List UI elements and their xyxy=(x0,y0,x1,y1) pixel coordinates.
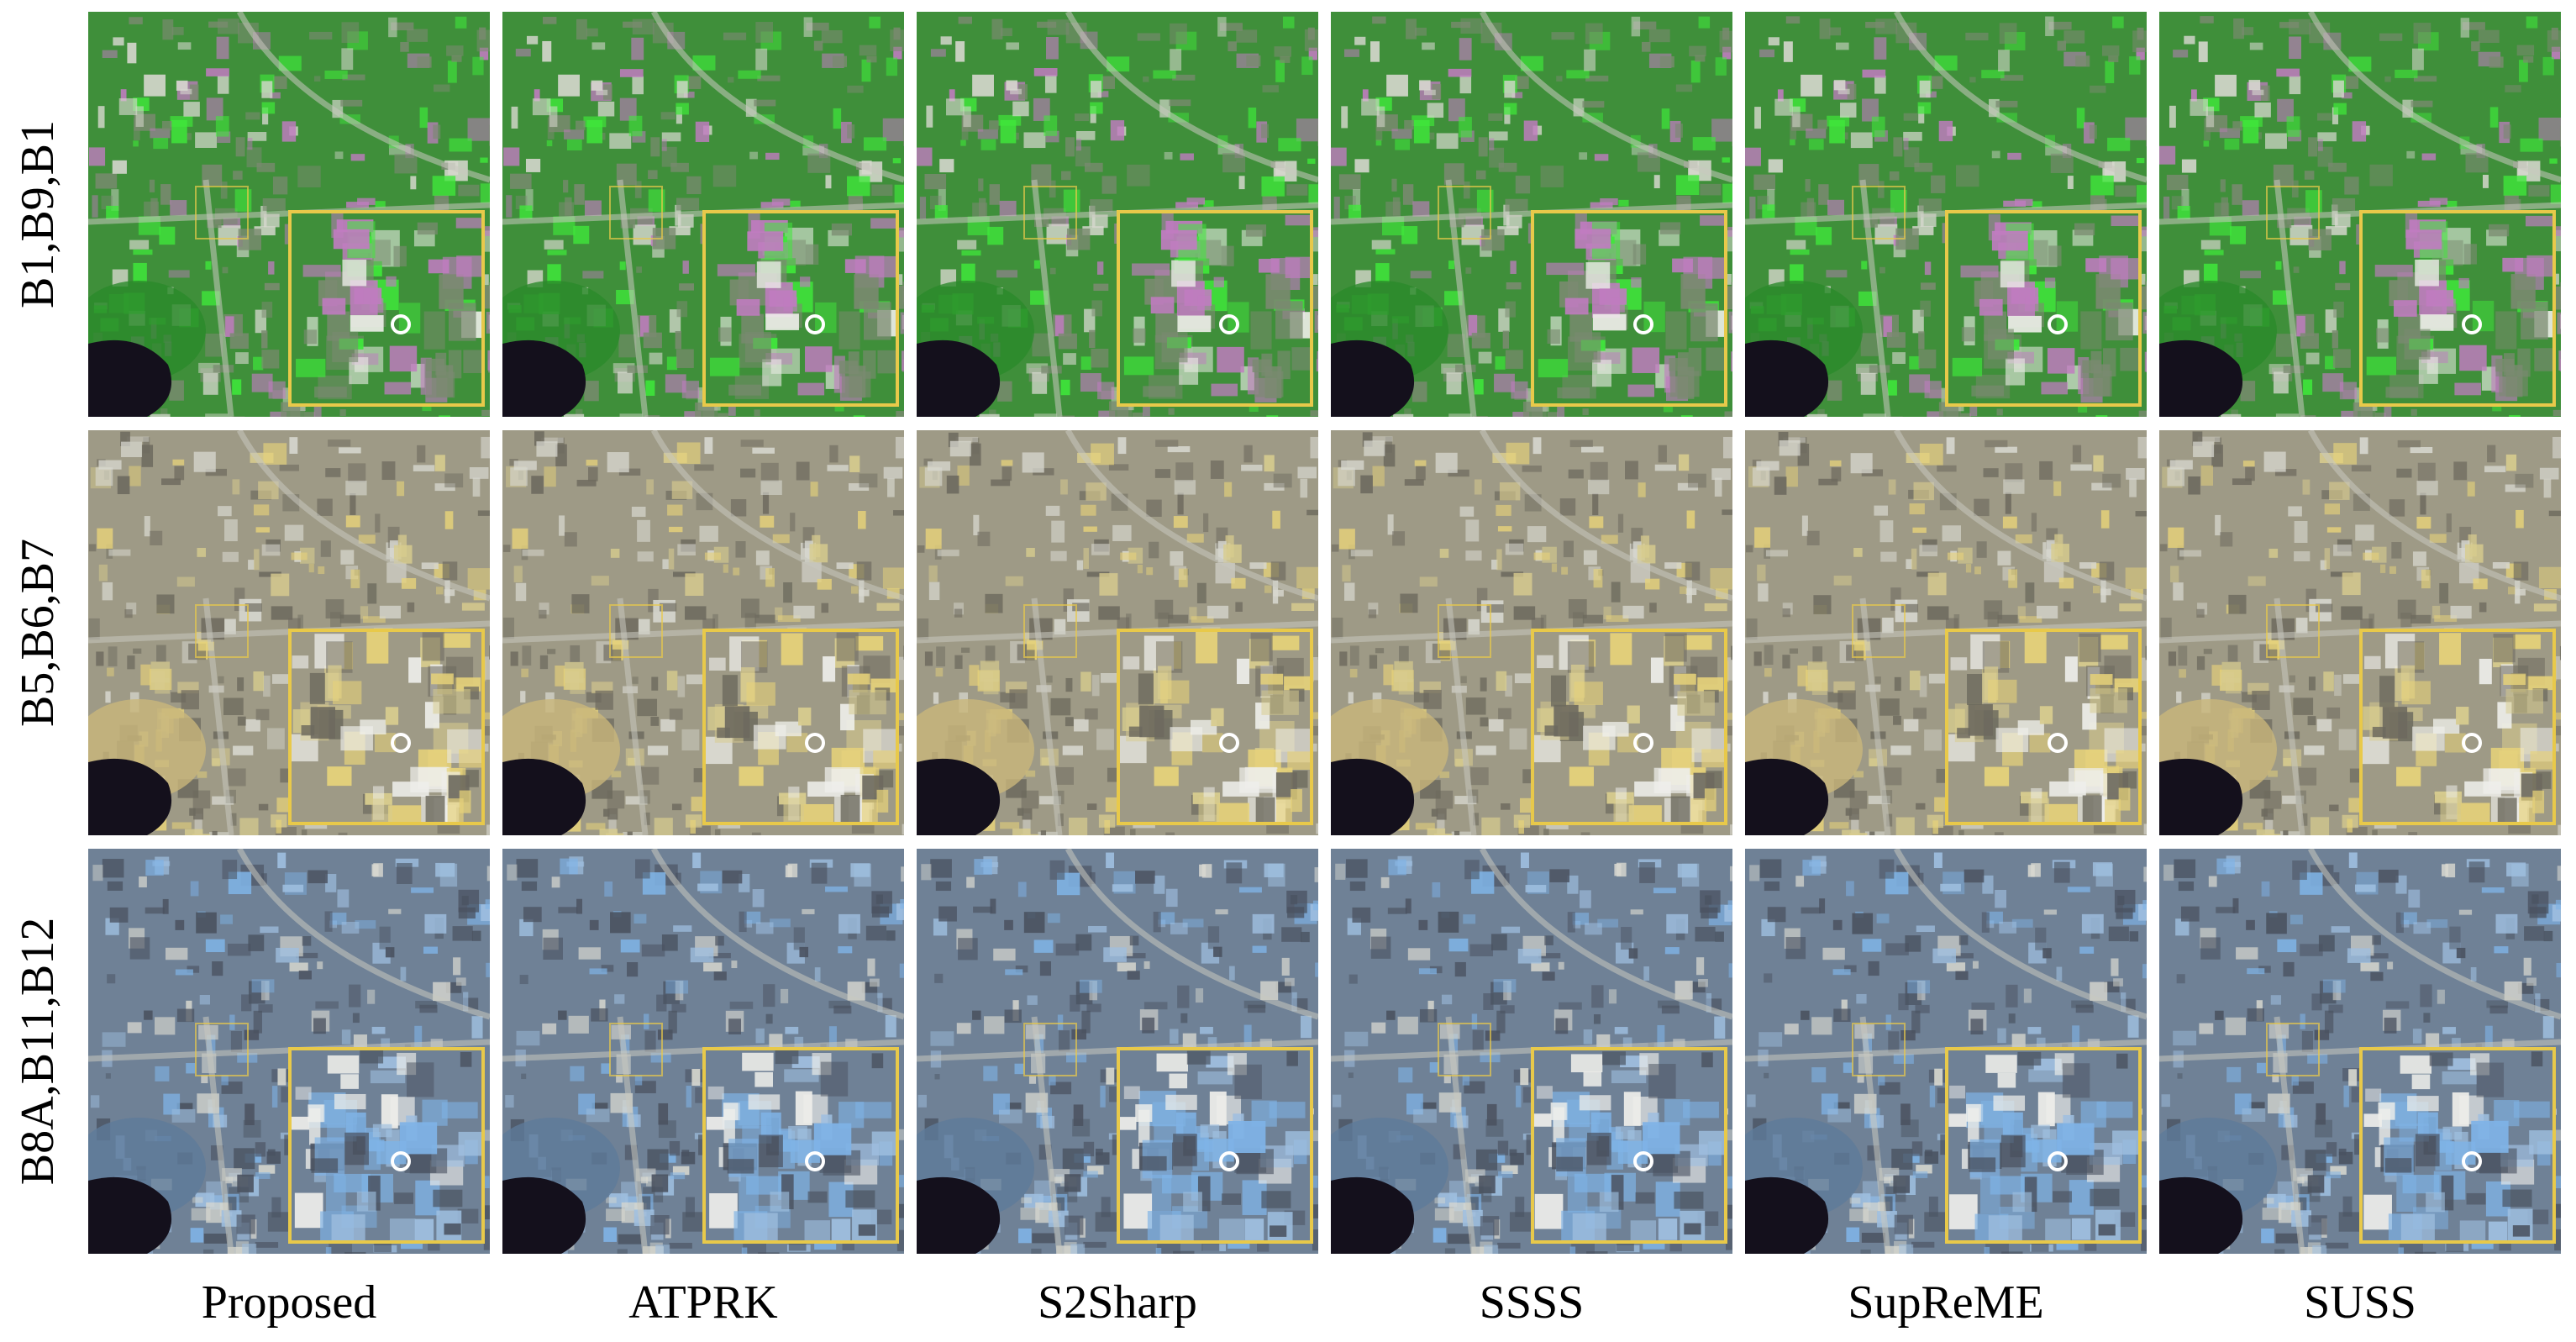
zoom-inset xyxy=(1945,629,2142,825)
row-label-1: B1,B9,B1 xyxy=(12,119,64,309)
image-panel-row2-suss xyxy=(2159,430,2561,835)
zoom-inset xyxy=(1117,629,1313,825)
column-label-ssss: SSSS xyxy=(1479,1276,1585,1329)
zoom-inset xyxy=(288,629,485,825)
column-label-proposed: Proposed xyxy=(201,1276,377,1329)
column-label-suss: SUSS xyxy=(2304,1276,2416,1329)
image-panel-row2-ssss xyxy=(1331,430,1732,835)
image-panel-row3-suss xyxy=(2159,849,2561,1254)
image-panel-row3-supreme xyxy=(1745,849,2147,1254)
image-panel-row2-s2sharp xyxy=(917,430,1318,835)
zoom-inset xyxy=(1945,210,2142,407)
row-label-2: B5,B6,B7 xyxy=(12,538,64,728)
image-panel-row1-ssss xyxy=(1331,12,1732,417)
zoom-inset xyxy=(1531,1047,1727,1244)
zoom-inset xyxy=(702,1047,899,1244)
column-label-atprk: ATPRK xyxy=(628,1276,778,1329)
row-label-3: B8A,B11,B12 xyxy=(12,917,65,1186)
image-panel-row3-proposed xyxy=(88,849,490,1254)
zoom-inset xyxy=(1945,1047,2142,1244)
zoom-inset xyxy=(1117,210,1313,407)
image-panel-row2-atprk xyxy=(502,430,904,835)
image-panel-row3-atprk xyxy=(502,849,904,1254)
image-panel-row1-s2sharp xyxy=(917,12,1318,417)
zoom-inset xyxy=(288,210,485,407)
image-panel-row1-suss xyxy=(2159,12,2561,417)
image-panel-row3-ssss xyxy=(1331,849,1732,1254)
image-panel-row1-proposed xyxy=(88,12,490,417)
column-label-supreme: SupReME xyxy=(1848,1276,2044,1329)
zoom-inset xyxy=(702,210,899,407)
zoom-inset xyxy=(1531,629,1727,825)
zoom-inset xyxy=(1117,1047,1313,1244)
zoom-inset xyxy=(1531,210,1727,407)
zoom-inset xyxy=(702,629,899,825)
image-panel-row2-supreme xyxy=(1745,430,2147,835)
image-panel-row1-supreme xyxy=(1745,12,2147,417)
zoom-inset xyxy=(288,1047,485,1244)
image-panel-row2-proposed xyxy=(88,430,490,835)
column-label-s2sharp: S2Sharp xyxy=(1038,1276,1197,1329)
zoom-inset xyxy=(2359,1047,2556,1244)
zoom-inset xyxy=(2359,629,2556,825)
zoom-inset xyxy=(2359,210,2556,407)
image-panel-row1-atprk xyxy=(502,12,904,417)
image-panel-row3-s2sharp xyxy=(917,849,1318,1254)
